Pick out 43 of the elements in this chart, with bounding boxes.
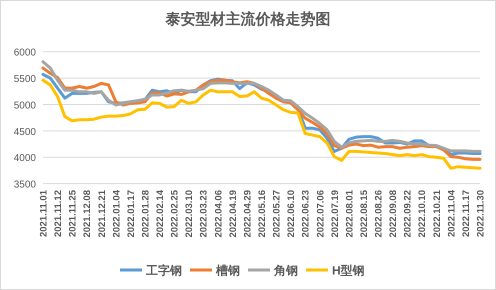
y-tick-label: 3500 <box>14 180 36 191</box>
x-tick-label: 2022.09.08 <box>388 190 400 238</box>
y-tick-label: 4000 <box>14 153 36 164</box>
x-tick-label: 2022.10.10 <box>417 190 428 238</box>
x-tick-label: 2022.11.04 <box>446 189 458 238</box>
legend-label: H型钢 <box>332 264 365 278</box>
x-tick-label: 2022.08.01 <box>344 189 356 238</box>
x-tick-label: 2022.01.04 <box>111 189 122 238</box>
x-tick-label: 2022.05.27 <box>272 190 283 238</box>
x-tick-label: 2022.03.10 <box>184 190 196 238</box>
y-tick-label: 4500 <box>14 126 36 138</box>
y-tick-label: 6000 <box>14 48 36 59</box>
legend-label: 角钢 <box>273 264 298 278</box>
x-tick-label: 2022.02.25 <box>170 189 181 238</box>
x-tick-label: 2022.07.19 <box>330 190 341 238</box>
x-tick-label: 2021.11.01 <box>38 189 50 238</box>
y-tick-label: 5500 <box>14 74 36 86</box>
x-tick-label: 2022.08.15 <box>358 189 370 238</box>
x-tick-label: 2022.11.17 <box>460 190 472 238</box>
line-series <box>42 78 482 170</box>
chart-title: 泰安型材主流价格走势图 <box>164 10 330 28</box>
x-tick-label: 2022.03.23 <box>198 190 210 238</box>
x-tick-label: 2022.06.23 <box>300 190 312 238</box>
x-tick-label: 2021.12.08 <box>82 190 94 238</box>
x-tick-label: 2022.09.22 <box>402 190 414 238</box>
y-tick-label: 5000 <box>14 100 36 112</box>
x-tick-label: 2022.04.29 <box>242 190 254 238</box>
x-tick-label: 2021.12.21 <box>96 189 108 238</box>
x-tick-label: 2022.08.26 <box>374 190 385 238</box>
x-tick-label: 2021.11.25 <box>68 189 79 238</box>
x-tick-label: 2022.04.06 <box>213 190 224 238</box>
x-tick-label: 2022.05.16 <box>257 190 268 238</box>
x-tick-label: 2022.10.21 <box>432 189 443 238</box>
x-tick-label: 2021.11.12 <box>53 190 64 238</box>
legend-label: 槽钢 <box>215 264 240 278</box>
legend-label: 工字钢 <box>145 264 182 278</box>
x-tick-label: 2022.02.14 <box>155 189 166 238</box>
x-tick-label: 2022.01.28 <box>140 190 152 238</box>
x-tick-label: 2022.06.10 <box>286 190 298 238</box>
x-tick-label: 2022.07.06 <box>315 190 326 238</box>
x-tick-label: 2022.01.17 <box>126 190 137 238</box>
x-tick-label: 2022.11.30 <box>476 190 486 238</box>
x-tick-label: 2022.04.19 <box>228 190 239 238</box>
